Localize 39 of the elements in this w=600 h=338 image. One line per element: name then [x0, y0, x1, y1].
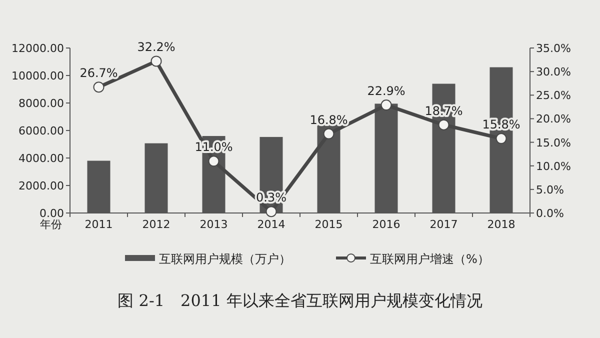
x-axis-title: 年份 [40, 218, 62, 231]
y2-tick-label: 15.0% [536, 136, 571, 150]
point [323, 128, 334, 140]
y-tick-label: 12000.00 [12, 42, 64, 55]
data-label: 32.2% [137, 40, 176, 54]
y2-tick-label: 20.0% [536, 112, 571, 126]
x-tick-label: 2017 [430, 218, 458, 231]
y-tick-label: 4000.00 [18, 152, 64, 165]
point [93, 82, 104, 93]
y-tick-label: 6000.00 [18, 124, 64, 138]
x-tick-label: 2015 [314, 218, 343, 231]
legend-label: 互联网用户规模（万户） [159, 252, 291, 266]
x-tick-label: 2014 [257, 218, 286, 231]
x-tick-label: 2011 [84, 218, 113, 231]
y2-tick-label: 35.0% [536, 42, 571, 55]
y-tick-label: 0.00 [40, 207, 64, 220]
y2-tick-label: 10.0% [536, 160, 571, 173]
point [266, 206, 277, 218]
data-label: 26.7% [80, 66, 118, 80]
y-tick-label: 8000.00 [18, 97, 64, 110]
point [438, 119, 450, 130]
x-tick-label: 2018 [487, 218, 516, 231]
x-tick-label: 2016 [372, 218, 400, 231]
y2-tick-label: 30.0% [536, 66, 571, 79]
y2-tick-label: 25.0% [536, 89, 571, 102]
legend-label: 互联网用户增速（%） [370, 252, 490, 266]
y-tick-label: 2000.00 [18, 180, 64, 192]
point [496, 133, 507, 144]
x-tick-label: 2012 [142, 218, 170, 231]
point [380, 100, 392, 111]
data-label: 16.8% [310, 112, 348, 127]
point [150, 56, 162, 67]
x-tick-label: 2013 [200, 218, 228, 231]
y2-tick-label: 0.0% [536, 207, 564, 220]
text: 图 2-1 2011 年以来全省互联网用户规模变化情况 [118, 291, 482, 310]
y-tick-label: 10000.00 [12, 70, 64, 82]
y2-tick-label: 5.0% [536, 183, 564, 196]
point [208, 156, 220, 167]
data-label: 22.9% [367, 84, 406, 98]
